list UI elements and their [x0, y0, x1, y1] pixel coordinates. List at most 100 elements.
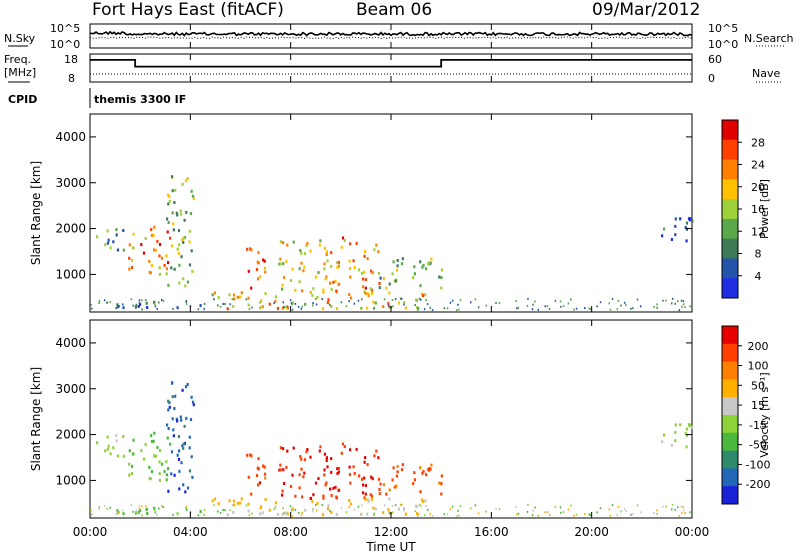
velocity-cell: [335, 513, 338, 517]
power-cell: [185, 210, 188, 214]
power-cell: [537, 308, 539, 311]
power-cell: [294, 288, 297, 292]
power-cell: [391, 272, 394, 276]
power-colorbar-label: Power [dB]: [758, 179, 771, 239]
power-cell: [548, 307, 551, 310]
velocity-cell: [268, 508, 271, 512]
power-cell: [250, 248, 253, 252]
power-cell: [374, 301, 377, 305]
power-cell: [656, 306, 658, 309]
power-cell: [231, 298, 234, 301]
power-cell: [401, 257, 404, 261]
velocity-cell: [663, 433, 666, 437]
power-cell: [255, 268, 259, 272]
velocity-cell: [674, 508, 676, 511]
power-cell: [671, 297, 674, 300]
power-cell: [314, 298, 317, 301]
velocity-cell: [130, 464, 134, 468]
power-cell: [122, 306, 125, 310]
velocity-cell: [153, 454, 156, 458]
power-cell: [369, 287, 372, 291]
velocity-cell: [282, 507, 284, 510]
velocity-cell: [662, 505, 664, 508]
velocity-cell: [185, 416, 188, 420]
power-cell: [567, 302, 570, 305]
velocity-cell: [176, 419, 179, 423]
velocity-cell: [330, 494, 333, 497]
power-cell: [358, 268, 361, 272]
velocity-cell: [122, 512, 125, 516]
velocity-cell: [567, 508, 570, 511]
power-cell: [184, 179, 188, 183]
velocity-cell: [363, 460, 366, 464]
power-cell: [178, 263, 181, 267]
velocity-cell: [321, 513, 325, 517]
power-cell: [233, 297, 236, 301]
power-cell: [160, 256, 164, 260]
velocity-cell: [139, 508, 142, 512]
power-cell: [171, 175, 174, 179]
power-cell: [176, 213, 179, 217]
velocity-cell: [341, 442, 345, 446]
velocity-cell: [301, 511, 304, 514]
power-cell: [334, 279, 337, 283]
velocity-cell: [156, 513, 158, 516]
velocity-cell: [291, 514, 294, 517]
velocity-cell: [403, 507, 406, 511]
velocity-cell: [544, 511, 546, 514]
power-cell: [430, 257, 433, 261]
power-cell: [348, 267, 352, 271]
power-cell: [261, 305, 264, 309]
velocity-cell: [150, 434, 153, 438]
power-cell: [377, 250, 380, 254]
power-cell: [662, 299, 664, 302]
velocity-cell: [190, 395, 193, 399]
velocity-cell: [140, 449, 143, 453]
velocity-cell: [358, 474, 361, 478]
velocity-cell: [364, 456, 367, 460]
velocity-cell: [515, 506, 517, 509]
power-cell: [392, 305, 394, 308]
power-cell: [219, 305, 222, 308]
power-cell: [366, 257, 369, 261]
power-cell: [438, 275, 441, 279]
velocity-cell: [443, 513, 446, 516]
velocity-cell: [186, 486, 190, 490]
power-cell: [232, 305, 235, 308]
power-cell: [291, 303, 293, 306]
velocity-cell: [116, 509, 119, 513]
velocity-cell: [382, 483, 385, 487]
velocity-cell: [526, 510, 529, 513]
velocity-cell: [289, 485, 293, 488]
power-cell: [674, 233, 677, 237]
velocity-cell: [685, 445, 688, 449]
power-cell: [264, 292, 267, 295]
velocity-cell: [348, 465, 351, 469]
velocity-cell: [385, 492, 388, 496]
power-cell: [181, 238, 184, 242]
power-cell: [588, 307, 590, 310]
power-cell: [138, 299, 141, 302]
velocity-cell: [412, 482, 415, 486]
velocity-colorbar-segment: [722, 379, 738, 398]
power-cell: [639, 305, 642, 308]
power-cell: [361, 285, 365, 289]
velocity-cell: [424, 499, 427, 503]
velocity-cell: [282, 512, 285, 515]
power-cell: [135, 306, 137, 309]
velocity-cell: [174, 394, 177, 398]
velocity-cell: [163, 469, 166, 473]
velocity-cell: [130, 472, 134, 476]
velocity-cell: [546, 511, 549, 514]
power-cell: [180, 212, 183, 216]
power-cell: [689, 218, 692, 222]
velocity-cell: [260, 505, 263, 509]
power-cell: [317, 271, 320, 275]
power-cell: [360, 307, 363, 310]
velocity-cell: [276, 512, 280, 516]
power-cell: [419, 284, 422, 288]
velocity-cell: [455, 515, 458, 518]
velocity-cell: [374, 507, 377, 511]
velocity-cell: [262, 464, 265, 468]
velocity-cell: [168, 405, 171, 409]
